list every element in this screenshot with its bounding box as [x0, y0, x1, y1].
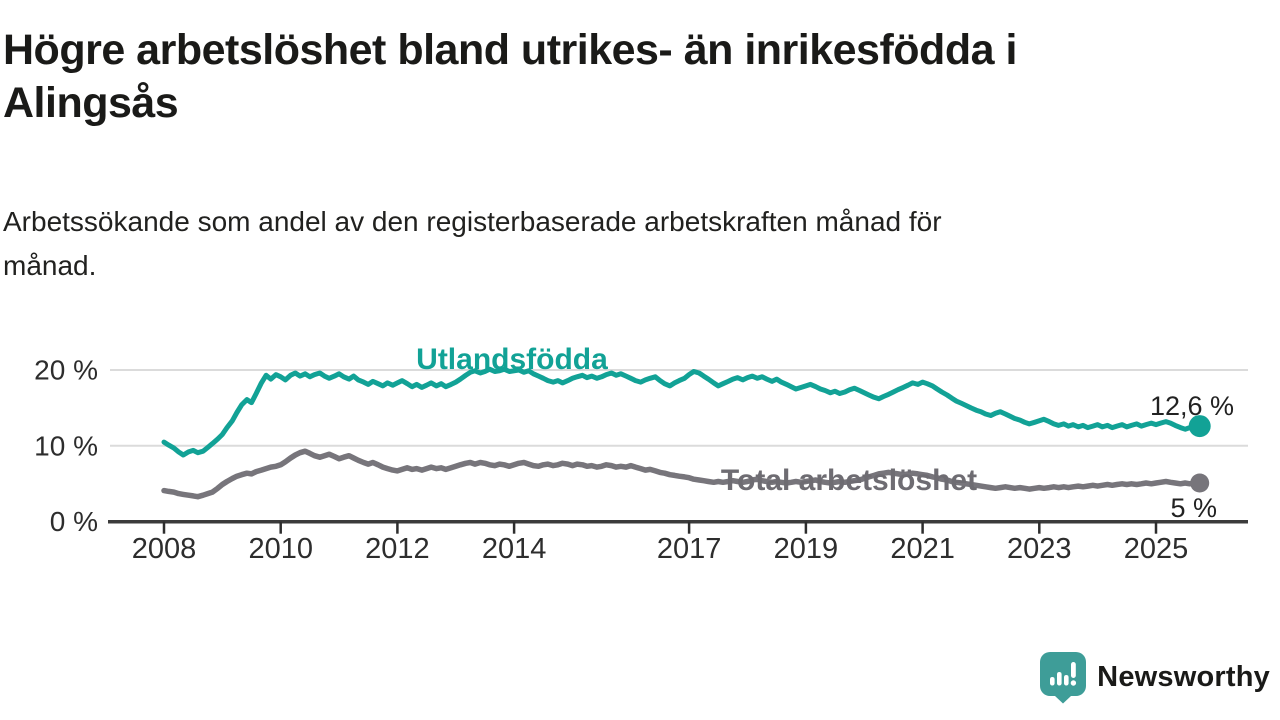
line-chart: 0 % 10 % 20 % 2008 2010 2012 2014 2017 2019 2021… — [0, 330, 1280, 590]
x-axis-ticks — [162, 521, 1158, 534]
chart-subtitle: Arbetssökande som andel av den registerb… — [3, 200, 1203, 288]
x-axis-tick-labels: 2008 2010 2012 2014 2017 2019 2021 2023 2025 — [132, 533, 1189, 565]
y-axis-labels: 0 % 10 % 20 % — [34, 355, 98, 538]
y-axis-tick-label: 0 % — [50, 506, 98, 537]
newsworthy-branding: Newsworthy — [1039, 651, 1270, 704]
x-axis-tick-label: 2008 — [132, 533, 197, 565]
gridlines — [110, 369, 1248, 447]
y-axis-tick-label: 20 % — [34, 355, 98, 386]
x-axis-tick-label: 2025 — [1124, 533, 1189, 565]
y-axis-tick-label: 10 % — [34, 430, 98, 461]
total-arbetsloshet-line — [161, 448, 1203, 500]
total-end-value-label: 5 % — [1170, 493, 1217, 523]
newsworthy-logo-text: Newsworthy — [1097, 661, 1270, 693]
series-lines — [161, 366, 1203, 500]
chart-subtitle-line2: månad. — [3, 250, 97, 281]
utlandsfodda-series-label: Utlandsfödda — [416, 343, 608, 376]
x-axis-tick-label: 2012 — [365, 533, 430, 565]
page-title-line1: Högre arbetslöshet bland utrikes- än inr… — [3, 26, 1017, 74]
total-arbetsloshet-end-dot — [1190, 473, 1210, 493]
page-title-line2: Alingsås — [3, 79, 179, 127]
x-axis-tick-label: 2023 — [1007, 533, 1072, 565]
page-title: Högre arbetslöshet bland utrikes- än inr… — [3, 24, 1223, 130]
x-axis-tick-label: 2019 — [774, 533, 839, 565]
line-chart-svg: 0 % 10 % 20 % 2008 2010 2012 2014 2017 2019 2021… — [34, 343, 1248, 565]
x-axis-tick-label: 2014 — [482, 533, 547, 565]
utlandsfodda-end-dot — [1188, 415, 1211, 438]
x-axis-tick-label: 2017 — [657, 533, 722, 565]
chart-subtitle-line1: Arbetssökande som andel av den registerb… — [3, 206, 942, 237]
x-axis-tick-label: 2010 — [248, 533, 313, 565]
x-axis-tick-label: 2021 — [890, 533, 955, 565]
series-end-dots — [1188, 415, 1211, 493]
total-arbetsloshet-series-label: Total arbetslöshet — [721, 464, 977, 497]
utlandsfodda-line — [161, 366, 1203, 458]
utlandsfodda-end-value-label: 12,6 % — [1150, 391, 1234, 421]
newsworthy-logo-icon — [1040, 652, 1087, 704]
